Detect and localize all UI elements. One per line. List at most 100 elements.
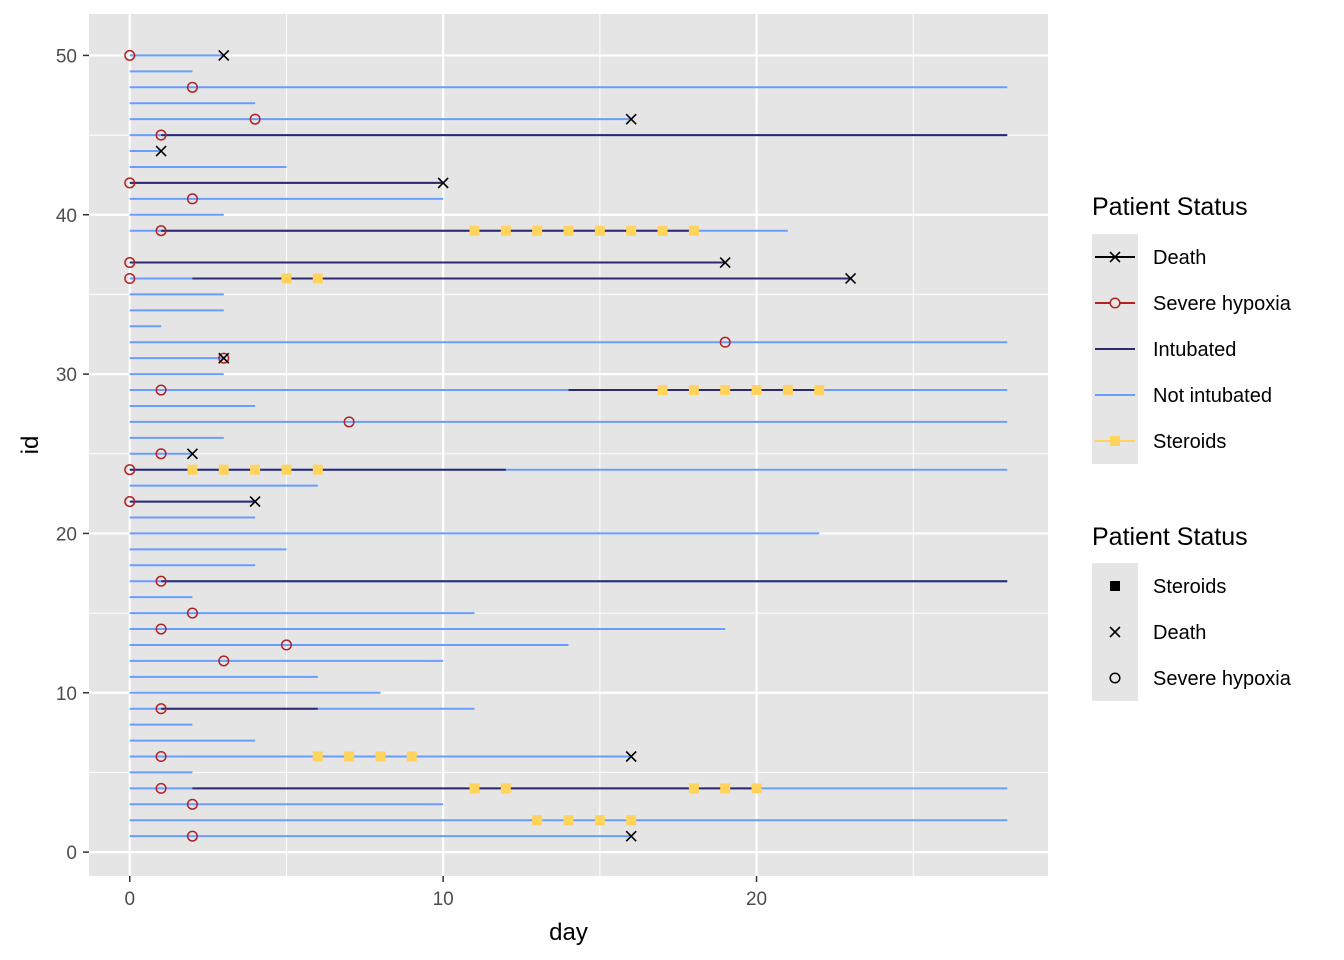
- steroids-marker: [688, 385, 699, 396]
- y-tick-label: 50: [56, 46, 77, 67]
- severe-hypoxia-marker: [124, 257, 136, 269]
- death-marker-stroke: [218, 352, 230, 364]
- legend-square-icon: [1110, 581, 1120, 591]
- severe-hypoxia-marker: [218, 352, 230, 364]
- legend-cross-icon: [1109, 626, 1121, 638]
- legend-hypoxia-icon: [1109, 297, 1121, 309]
- steroids-marker: [782, 385, 793, 396]
- legend-circle-icon: [1109, 672, 1121, 684]
- steroids-marker: [250, 464, 261, 475]
- steroids-marker: [312, 273, 323, 284]
- steroids-marker: [626, 815, 637, 826]
- y-axis-title: id: [17, 436, 44, 455]
- death-marker: [625, 830, 637, 842]
- severe-hypoxia-marker: [280, 639, 292, 651]
- legend-status-label: Death: [1153, 247, 1206, 269]
- steroids-marker: [688, 225, 699, 236]
- steroids-marker: [344, 751, 355, 762]
- x-tick-label: 0: [124, 889, 135, 910]
- severe-hypoxia-marker: [186, 798, 198, 810]
- steroids-marker: [218, 464, 229, 475]
- steroids-marker: [406, 751, 417, 762]
- severe-hypoxia-marker: [249, 113, 261, 125]
- y-tick-label: 30: [56, 365, 77, 386]
- death-marker: [186, 448, 198, 460]
- steroids-marker: [751, 783, 762, 794]
- legend-shape-title: Patient Status: [1092, 523, 1248, 551]
- death-marker-stroke: [186, 448, 198, 460]
- plot-panel: [89, 14, 1048, 876]
- steroids-marker: [657, 225, 668, 236]
- severe-hypoxia-marker: [155, 384, 167, 396]
- severe-hypoxia-marker: [155, 225, 167, 237]
- steroids-marker: [532, 815, 543, 826]
- severe-hypoxia-marker: [719, 336, 731, 348]
- steroids-marker: [187, 464, 198, 475]
- severe-hypoxia-marker: [155, 703, 167, 715]
- steroids-marker: [500, 783, 511, 794]
- death-marker: [719, 256, 731, 269]
- legend-death-icon-stroke: [1109, 251, 1121, 263]
- steroids-marker: [469, 225, 480, 236]
- death-marker-stroke: [719, 256, 731, 269]
- severe-hypoxia-marker: [186, 193, 198, 205]
- death-marker: [155, 145, 167, 157]
- steroids-marker: [312, 751, 323, 762]
- severe-hypoxia-marker: [155, 623, 167, 635]
- death-marker: [249, 495, 261, 508]
- severe-hypoxia-marker: [124, 177, 136, 189]
- steroids-marker: [312, 464, 323, 475]
- steroids-marker: [281, 273, 292, 284]
- death-marker: [218, 352, 230, 364]
- severe-hypoxia-marker: [218, 655, 230, 667]
- death-marker: [218, 49, 230, 61]
- steroids-marker: [563, 815, 574, 826]
- legend-status-label: Intubated: [1153, 339, 1236, 361]
- legend-death-icon: [1109, 251, 1121, 263]
- death-marker-stroke: [625, 113, 637, 125]
- severe-hypoxia-marker: [155, 750, 167, 763]
- death-marker: [437, 177, 449, 189]
- legend-status-label: Not intubated: [1153, 385, 1272, 407]
- y-tick-label: 0: [66, 843, 77, 864]
- y-tick-label: 20: [56, 524, 77, 545]
- y-tick-label: 10: [56, 684, 77, 705]
- steroids-marker: [720, 783, 731, 794]
- legend-cross-icon-stroke: [1109, 626, 1121, 638]
- steroids-marker: [532, 225, 543, 236]
- steroids-marker: [500, 225, 511, 236]
- steroids-marker: [626, 225, 637, 236]
- steroids-marker: [751, 385, 762, 396]
- x-tick-label: 20: [746, 889, 767, 910]
- steroids-marker: [563, 225, 574, 236]
- death-marker-stroke: [844, 272, 857, 285]
- severe-hypoxia-marker: [155, 782, 167, 794]
- y-tick-label: 40: [56, 206, 77, 227]
- severe-hypoxia-marker: [155, 575, 167, 587]
- steroids-marker: [720, 385, 731, 396]
- death-marker: [625, 113, 637, 125]
- severe-hypoxia-marker: [186, 81, 198, 93]
- legend-status-title: Patient Status: [1092, 193, 1248, 221]
- death-marker: [844, 272, 857, 285]
- severe-hypoxia-marker: [124, 272, 136, 285]
- death-marker-stroke: [218, 49, 230, 61]
- death-marker: [625, 750, 637, 763]
- steroids-marker: [657, 385, 668, 396]
- x-axis-title: day: [549, 919, 588, 946]
- severe-hypoxia-marker: [124, 496, 136, 508]
- severe-hypoxia-marker: [124, 464, 136, 476]
- severe-hypoxia-marker: [186, 830, 198, 842]
- severe-hypoxia-marker: [155, 129, 167, 141]
- steroids-marker: [594, 815, 605, 826]
- legend-steroids-icon: [1110, 436, 1120, 446]
- severe-hypoxia-marker: [124, 49, 136, 61]
- legend-status-label: Steroids: [1153, 431, 1226, 453]
- legend-shape-label: Steroids: [1153, 576, 1226, 598]
- legend-status-label: Severe hypoxia: [1153, 293, 1292, 315]
- severe-hypoxia-marker: [186, 607, 198, 619]
- steroids-marker: [688, 783, 699, 794]
- death-marker-stroke: [249, 495, 261, 508]
- severe-hypoxia-marker: [343, 416, 355, 428]
